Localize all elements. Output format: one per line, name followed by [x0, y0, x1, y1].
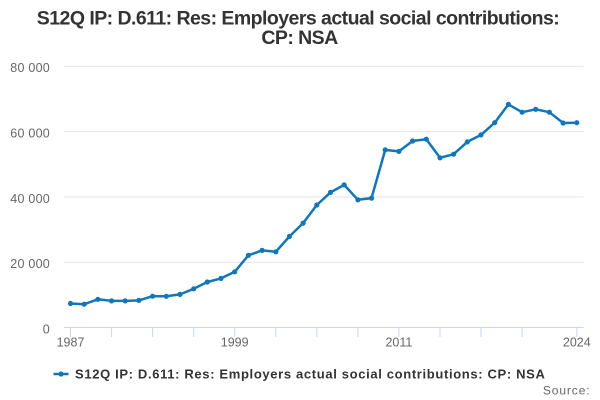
svg-text:40 000: 40 000 [10, 192, 50, 206]
svg-text:2024: 2024 [563, 336, 591, 350]
svg-text:80 000: 80 000 [10, 61, 50, 75]
svg-text:Source:: Source: [543, 384, 591, 398]
svg-text:CP: NSA: CP: NSA [261, 27, 338, 49]
svg-text:S12Q IP: D.611: Res: Employers: S12Q IP: D.611: Res: Employers actual so… [37, 8, 559, 30]
svg-text:1999: 1999 [221, 336, 249, 350]
svg-text:1987: 1987 [57, 336, 85, 350]
svg-text:60 000: 60 000 [10, 127, 50, 141]
svg-text:2011: 2011 [385, 336, 412, 350]
svg-text:0: 0 [43, 323, 50, 337]
svg-text:20 000: 20 000 [10, 257, 50, 271]
svg-text:S12Q IP: D.611: Res: Employers: S12Q IP: D.611: Res: Employers actual so… [75, 367, 546, 382]
